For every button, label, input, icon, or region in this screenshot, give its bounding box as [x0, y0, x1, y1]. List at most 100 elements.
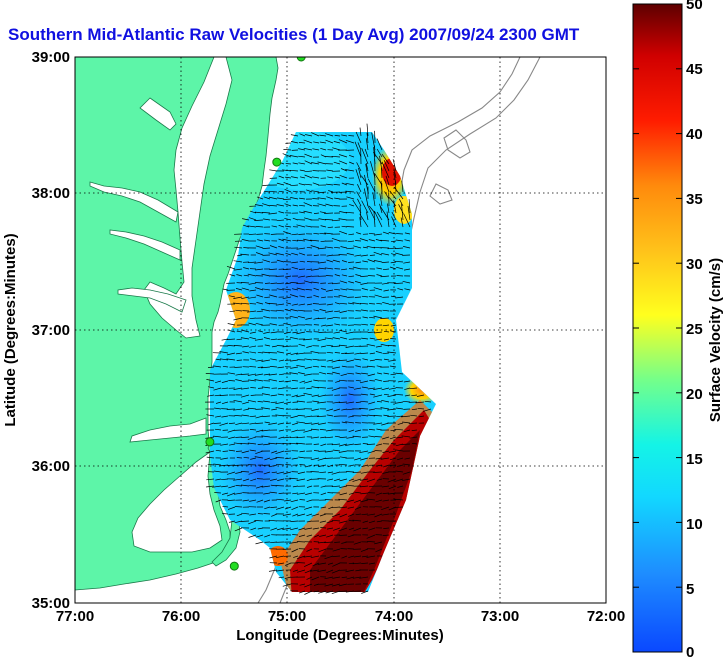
velocity-vector [229, 274, 236, 277]
velocity-vector [390, 261, 397, 264]
velocity-vector [263, 316, 271, 319]
velocity-vector [389, 365, 397, 368]
velocity-vector [360, 492, 369, 495]
velocity-vector [249, 422, 257, 425]
velocity-vector [264, 282, 271, 284]
velocity-vector [401, 443, 411, 445]
velocity-vector [261, 435, 271, 438]
velocity-vector [366, 132, 369, 144]
velocity-vector [375, 351, 383, 354]
radar-stations [205, 57, 306, 571]
velocity-vector [373, 387, 383, 390]
velocity-vector [233, 442, 243, 445]
velocity-vector [306, 520, 313, 523]
velocity-vector [345, 352, 355, 354]
velocity-vector [340, 168, 348, 172]
velocity-vector [380, 457, 390, 460]
velocity-vector [312, 182, 320, 186]
velocity-vector [299, 450, 306, 453]
velocity-vector [247, 399, 257, 403]
velocity-vector [254, 338, 264, 341]
velocity-vector [242, 351, 250, 354]
velocity-vector [334, 288, 341, 291]
velocity-vector [312, 562, 320, 567]
velocity-vector [290, 197, 299, 200]
velocity-vector [299, 295, 306, 298]
velocity-vector [263, 492, 271, 495]
velocity-vector [369, 393, 376, 396]
velocity-vector [221, 401, 229, 405]
velocity-vector [339, 211, 348, 214]
velocity-vector [359, 408, 369, 410]
velocity-vector [359, 380, 369, 384]
velocity-vector [365, 163, 369, 179]
velocity-vector [292, 331, 299, 334]
velocity-vector [256, 499, 264, 503]
velocity-vector [325, 310, 334, 313]
velocity-vector [392, 159, 397, 172]
velocity-vector [373, 287, 383, 291]
velocity-vector [361, 513, 369, 516]
velocity-vector [296, 352, 306, 355]
velocity-vector [261, 485, 271, 488]
velocity-vector [227, 372, 236, 375]
velocity-vector [326, 408, 334, 412]
velocity-vector [263, 513, 271, 515]
velocity-vector [221, 338, 229, 341]
velocity-vector [278, 380, 285, 382]
velocity-vector [285, 422, 292, 424]
velocity-vector [382, 231, 390, 235]
velocity-vector [415, 401, 425, 404]
velocity-vector [206, 379, 215, 382]
velocity-vector [292, 485, 299, 488]
velocity-vector [353, 387, 362, 390]
velocity-vector [278, 429, 285, 432]
velocity-vector [356, 162, 362, 172]
velocity-vector [325, 324, 334, 327]
velocity-vector [292, 162, 299, 165]
velocity-vector [348, 154, 355, 158]
velocity-vector [366, 245, 376, 249]
velocity-vector [269, 245, 278, 249]
velocity-vector [283, 471, 292, 475]
velocity-vector [324, 337, 334, 340]
velocity-vector [236, 254, 243, 257]
velocity-vector [340, 246, 348, 249]
velocity-vector [387, 394, 397, 398]
velocity-vector [226, 408, 236, 410]
velocity-vector [331, 513, 341, 518]
velocity-vector [304, 506, 313, 510]
velocity-vector [409, 436, 418, 439]
velocity-vector [215, 401, 222, 404]
velocity-vector [255, 245, 264, 249]
velocity-vector [233, 387, 243, 390]
velocity-vector [381, 387, 390, 391]
velocity-vector [284, 457, 292, 460]
velocity-vector [384, 191, 390, 200]
velocity-vector [363, 188, 369, 207]
velocity-vector [284, 338, 292, 341]
velocity-vector [304, 583, 313, 588]
velocity-vector [317, 457, 327, 461]
velocity-vector [376, 302, 383, 305]
velocity-vector [306, 534, 313, 537]
velocity-vector [214, 492, 222, 494]
velocity-vector [296, 400, 306, 403]
velocity-vector [235, 471, 243, 474]
velocity-vector [398, 198, 404, 207]
velocity-vector [206, 414, 215, 417]
velocity-vector [282, 238, 292, 242]
velocity-vector [369, 316, 376, 319]
velocity-vector [332, 147, 341, 151]
velocity-vector [270, 233, 278, 235]
velocity-vector [345, 182, 355, 186]
velocity-vector [236, 513, 243, 517]
velocity-vector [219, 464, 229, 467]
velocity-vector [338, 254, 348, 256]
velocity-vector [361, 147, 369, 165]
velocity-vector [391, 216, 397, 228]
velocity-vector [270, 527, 278, 531]
velocity-vector [401, 180, 404, 193]
velocity-vector [361, 295, 369, 298]
velocity-vector [228, 422, 236, 424]
